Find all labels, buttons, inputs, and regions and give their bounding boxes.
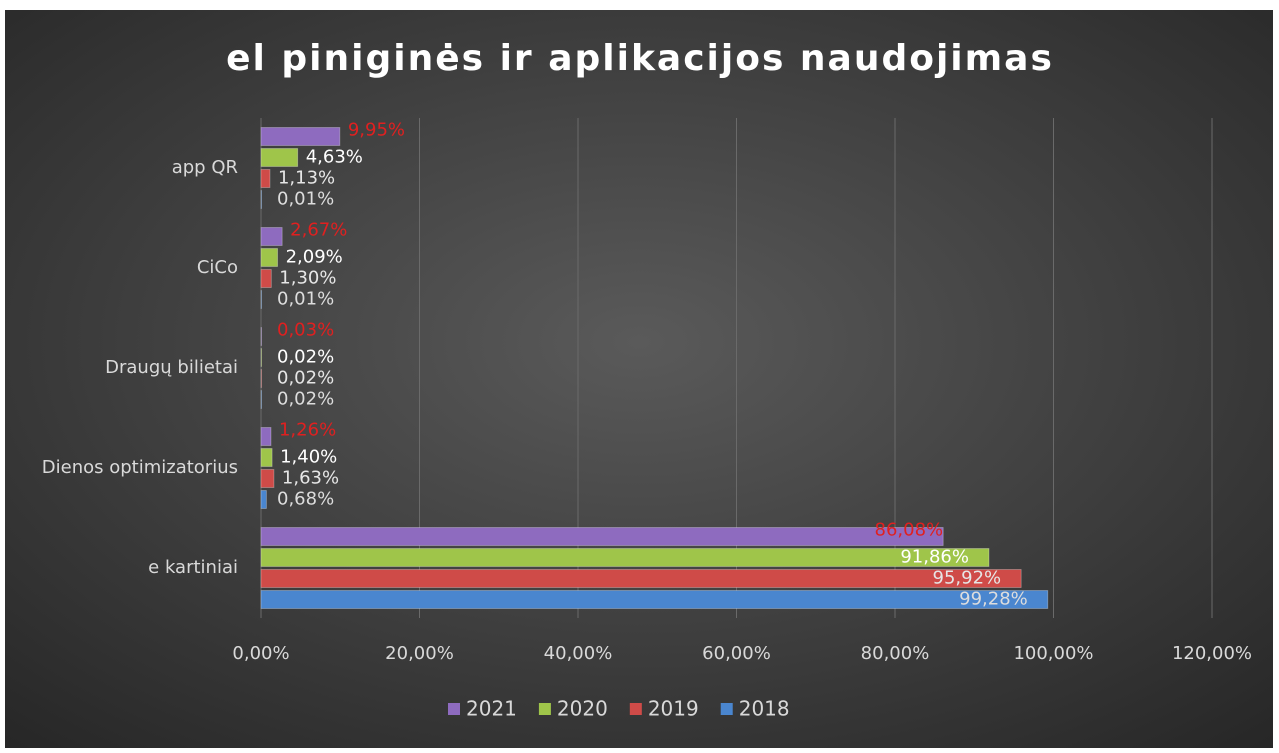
- bar: [260, 548, 990, 567]
- data-label: 86,08%: [875, 520, 944, 541]
- x-tick-label: 60,00%: [702, 643, 771, 664]
- data-label: 1,26%: [279, 420, 336, 441]
- data-label: 95,92%: [933, 568, 1002, 589]
- bar: [260, 290, 262, 309]
- y-tick-label: Dienos optimizatorius: [42, 457, 238, 478]
- x-tick-label: 0,00%: [232, 643, 289, 664]
- bar: [260, 327, 262, 346]
- legend-swatch: [629, 703, 642, 715]
- bar: [260, 469, 275, 488]
- y-tick-label: CiCo: [197, 257, 238, 278]
- data-label: 1,63%: [282, 468, 339, 489]
- data-label: 0,03%: [277, 320, 334, 341]
- data-label: 99,28%: [959, 589, 1028, 610]
- bar: [260, 369, 262, 388]
- x-tick-label: 100,00%: [1013, 643, 1093, 664]
- data-label: 0,01%: [277, 289, 334, 310]
- bar: [260, 590, 1049, 609]
- data-label: 1,40%: [280, 447, 337, 468]
- bar: [260, 148, 299, 167]
- bar: [260, 269, 272, 288]
- legend-swatch: [538, 703, 551, 715]
- chart-title: el piniginės ir aplikacijos naudojimas: [226, 38, 1054, 79]
- data-label: 9,95%: [348, 120, 405, 141]
- bar: [260, 348, 262, 367]
- data-label: 0,02%: [277, 347, 334, 368]
- y-tick-label: e kartiniai: [148, 557, 238, 578]
- bar: [260, 190, 262, 209]
- data-label: 0,01%: [277, 189, 334, 210]
- data-label: 0,02%: [277, 389, 334, 410]
- data-label: 1,30%: [279, 268, 336, 289]
- bar: [260, 527, 944, 546]
- chart-background: [5, 10, 1273, 748]
- legend-swatch: [448, 703, 460, 715]
- data-label: 0,68%: [277, 489, 334, 510]
- data-label: 0,02%: [277, 368, 334, 389]
- y-tick-label: Draugų bilietai: [105, 357, 238, 378]
- x-tick-label: 80,00%: [861, 643, 930, 664]
- bar: [260, 248, 278, 267]
- data-label: 2,09%: [286, 247, 343, 268]
- bar: [260, 448, 273, 467]
- bar: [260, 169, 271, 188]
- bar: [260, 569, 1022, 588]
- data-label: 91,86%: [900, 547, 969, 568]
- x-tick-label: 120,00%: [1172, 643, 1252, 664]
- x-tick-label: 40,00%: [544, 643, 613, 664]
- legend-label: 2020: [557, 697, 608, 721]
- data-label: 2,67%: [290, 220, 347, 241]
- y-tick-label: app QR: [172, 157, 238, 178]
- data-label: 1,13%: [278, 168, 335, 189]
- legend-swatch: [720, 703, 733, 715]
- legend-label: 2019: [648, 697, 699, 721]
- bar: [260, 490, 267, 509]
- bar: [260, 127, 341, 146]
- x-tick-label: 20,00%: [385, 643, 454, 664]
- legend-label: 2018: [739, 697, 790, 721]
- bar: [260, 427, 272, 446]
- data-label: 4,63%: [306, 147, 363, 168]
- bar: [260, 390, 262, 409]
- bar: [260, 227, 283, 246]
- legend-label: 2021: [466, 697, 517, 721]
